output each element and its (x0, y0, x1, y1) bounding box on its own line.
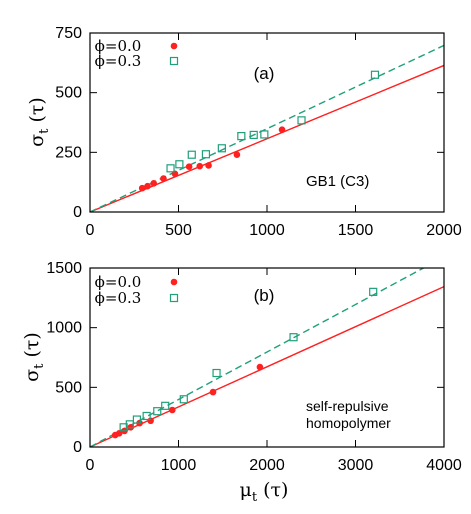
data-point-phi0 (209, 388, 217, 396)
data-point-phi0 (196, 162, 204, 170)
data-point-phi03 (179, 395, 188, 404)
panel-label: (b) (254, 286, 275, 305)
y-tick-label: 1500 (46, 260, 82, 277)
data-point-phi03 (125, 420, 134, 429)
data-point-phi0 (144, 182, 151, 190)
annotation: GB1 (C3) (306, 173, 369, 190)
legend-marker-phi03 (169, 56, 179, 66)
data-point-phi03 (369, 287, 378, 296)
panel-label: (a) (254, 64, 275, 83)
annotation-line: homopolymer (306, 415, 391, 431)
data-point-phi03 (175, 160, 184, 169)
data-point-phi03 (142, 411, 151, 421)
y-axis-title-main: σ (26, 134, 48, 147)
y-tick-label: 1000 (46, 320, 82, 337)
x-tick-label: 0 (86, 457, 95, 474)
x-axis-title: μt (τ) (240, 479, 289, 505)
annotation-line: self-repulsive (306, 398, 389, 414)
y-tick-label: 250 (55, 144, 82, 161)
panel-b: 0 1000 2000 3000 4000 0 500 1000 1500 ϕ=0.0ϕ=0.3 (… (21, 260, 462, 505)
legend-marker-phi03 (169, 293, 179, 303)
y-tick-label: 0 (73, 204, 82, 221)
legend-label: ϕ=0.3 (95, 289, 142, 307)
x-tick-label: 500 (165, 222, 192, 239)
x-tick-label: 1000 (161, 457, 197, 474)
x-tick-label: 3000 (338, 457, 374, 474)
x-axis-title-sub: t (252, 490, 258, 505)
data-point-phi0 (160, 175, 167, 182)
data-point-phi03 (260, 130, 269, 139)
data-point-phi0 (150, 180, 158, 187)
legend-label: ϕ=0.3 (95, 52, 142, 70)
data-point-phi03 (212, 368, 221, 378)
data-point-phi0 (115, 429, 123, 437)
y-axis-title: σt (τ) (21, 332, 47, 382)
legend-label: ϕ=0.0 (95, 37, 142, 55)
legend-label: ϕ=0.0 (95, 273, 142, 291)
data-point-phi03 (187, 150, 196, 159)
data-point-phi0 (233, 151, 241, 159)
data-point-phi0 (169, 406, 176, 414)
data-point-phi03 (166, 164, 175, 173)
legend-marker-phi0 (170, 42, 178, 50)
y-axis-title-tail: (τ) (21, 332, 43, 363)
x-tick-label: 4000 (426, 457, 462, 474)
data-point-phi03 (217, 144, 226, 153)
y-axis-title-sub: t (37, 128, 52, 134)
data-point-phi03 (201, 150, 211, 159)
data-point-phi0 (138, 184, 146, 192)
legend-marker-phi0 (170, 278, 178, 286)
data-point-phi03 (153, 407, 162, 416)
data-point-phi03 (132, 415, 142, 424)
fit-line-phi0 (90, 285, 444, 447)
data-point-phi0 (185, 163, 193, 170)
y-axis-title-main: σ (21, 369, 43, 382)
x-axis-title-tail: (τ) (257, 479, 288, 501)
y-tick-label: 750 (55, 25, 82, 42)
data-point-phi0 (278, 126, 286, 133)
x-tick-label: 0 (86, 222, 95, 239)
x-tick-label: 1000 (249, 222, 285, 239)
y-tick-label: 500 (55, 379, 82, 396)
data-point-phi03 (289, 333, 298, 342)
y-axis-title: σt (τ) (26, 97, 52, 147)
y-axis-title-tail: (τ) (26, 97, 48, 128)
data-point-phi03 (161, 401, 170, 410)
x-tick-label: 2000 (249, 457, 285, 474)
fit-line-phi03 (90, 268, 426, 447)
panel-a: 0 500 1000 1500 2000 0 250 500 750 ϕ=0.0ϕ=0.3 (a) G… (26, 25, 462, 239)
data-point-phi0 (205, 162, 212, 169)
data-point-phi03 (249, 130, 258, 140)
y-tick-label: 0 (73, 439, 82, 456)
data-point-phi03 (237, 132, 246, 141)
data-point-phi03 (370, 70, 380, 79)
data-point-phi03 (297, 116, 306, 125)
x-axis-title-main: μ (240, 479, 252, 501)
y-tick-label: 500 (55, 85, 82, 102)
x-tick-label: 1500 (338, 222, 374, 239)
y-axis-title-sub: t (32, 363, 47, 369)
x-tick-label: 2000 (426, 222, 462, 239)
data-point-phi0 (256, 363, 264, 371)
